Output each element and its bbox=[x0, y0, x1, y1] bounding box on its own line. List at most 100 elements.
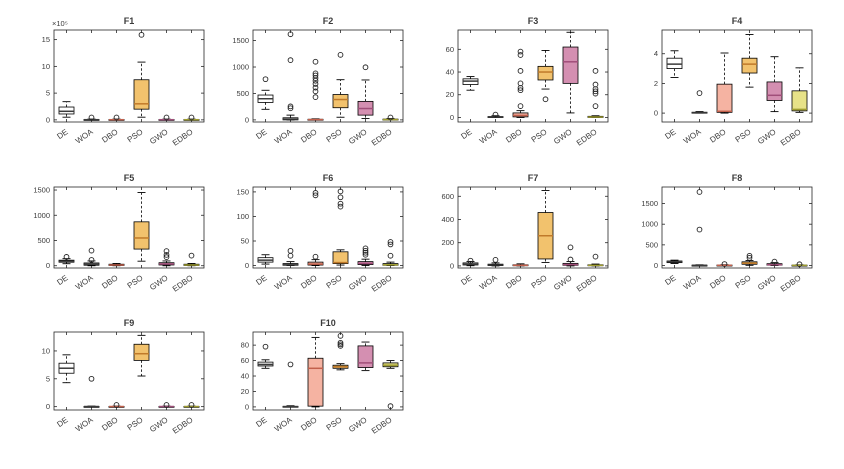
outlier-marker bbox=[262, 76, 269, 83]
x-tick-label: WOA bbox=[273, 273, 294, 292]
y-tick-label: 150 bbox=[236, 187, 249, 196]
axes-box bbox=[53, 29, 205, 123]
y-exponent-label: ×10⁵ bbox=[52, 19, 68, 28]
outlier-marker bbox=[312, 70, 319, 77]
outlier-marker bbox=[387, 252, 394, 259]
y-tick-label: 4 bbox=[654, 49, 658, 58]
y-tick-label: 2 bbox=[654, 79, 658, 88]
outlier-marker bbox=[287, 361, 294, 368]
outlier-marker bbox=[88, 114, 95, 121]
y-tick-label: 40 bbox=[446, 68, 454, 77]
outlier-marker bbox=[113, 402, 120, 408]
outlier-marker bbox=[517, 48, 524, 55]
outlier-marker bbox=[387, 241, 394, 248]
subplot-F4: 0 2 4 F4 DE WOA DBO PSO GWO EDBO bbox=[654, 16, 813, 148]
outlier-marker bbox=[696, 189, 703, 195]
x-tick-label: EDBO bbox=[370, 415, 394, 435]
iqr-box bbox=[562, 46, 579, 84]
y-tick-label: 20 bbox=[241, 387, 249, 396]
y-tick-label: 80 bbox=[241, 341, 249, 350]
x-tick-label: DE bbox=[459, 127, 473, 141]
chart-title: F6 bbox=[323, 173, 334, 183]
box-group-DE: DE bbox=[254, 332, 274, 429]
x-tick-label: DE bbox=[55, 273, 69, 287]
subplot-F2: 0 500 1000 1500 F2 DE WOA DBO PSO GWO EDBO bbox=[232, 16, 404, 148]
outlier-marker bbox=[746, 252, 753, 259]
y-tick-label: 5 bbox=[46, 89, 50, 98]
x-tick-label: PSO bbox=[126, 415, 145, 432]
iqr-box bbox=[133, 221, 150, 250]
chart-title: F4 bbox=[732, 16, 743, 26]
x-tick-label: PSO bbox=[325, 415, 344, 432]
x-tick-label: WOA bbox=[74, 127, 95, 146]
outlier-marker bbox=[517, 103, 524, 109]
x-tick-label: GWO bbox=[347, 415, 369, 434]
y-tick-label: 500 bbox=[645, 240, 658, 249]
axes-box bbox=[53, 331, 205, 411]
outlier-marker bbox=[517, 80, 524, 87]
outlier-marker bbox=[362, 245, 369, 252]
chart-title: F5 bbox=[124, 173, 135, 183]
y-tick-label: 60 bbox=[446, 45, 454, 54]
axes-box bbox=[661, 29, 813, 123]
outlier-marker bbox=[63, 254, 70, 260]
outlier-marker bbox=[188, 252, 195, 259]
x-tick-label: DBO bbox=[299, 415, 318, 432]
outlier-marker bbox=[592, 253, 599, 260]
outlier-marker bbox=[592, 81, 599, 88]
outlier-marker bbox=[567, 256, 574, 263]
y-tick-label: 60 bbox=[241, 356, 249, 365]
outlier-marker bbox=[337, 188, 344, 195]
x-tick-label: GWO bbox=[347, 273, 369, 292]
y-tick-label: 200 bbox=[441, 238, 454, 247]
x-tick-label: GWO bbox=[552, 127, 574, 146]
y-tick-label: 0 bbox=[245, 402, 249, 411]
outlier-marker bbox=[337, 200, 344, 207]
outlier-marker bbox=[88, 247, 95, 254]
outlier-marker bbox=[312, 253, 319, 260]
outlier-marker bbox=[387, 114, 394, 121]
subplot-F8: 0 500 1000 1500 F8 DE WOA DBO PSO GWO EDBO bbox=[641, 173, 813, 294]
x-tick-label: EDBO bbox=[171, 127, 195, 147]
outlier-marker bbox=[312, 88, 319, 95]
iqr-box bbox=[133, 343, 150, 361]
outlier-marker bbox=[163, 114, 170, 121]
outlier-marker bbox=[188, 402, 195, 408]
y-tick-label: 1000 bbox=[232, 63, 249, 72]
x-tick-label: DBO bbox=[299, 127, 318, 144]
outlier-marker bbox=[517, 68, 524, 74]
iqr-box bbox=[716, 83, 733, 113]
subplot-F7: 0 200 400 600 F7 DE WOA DBO PSO GWO EDBO bbox=[441, 173, 609, 294]
chart-title: F10 bbox=[320, 318, 336, 328]
y-tick-label: 1000 bbox=[33, 211, 50, 220]
x-tick-label: DE bbox=[254, 415, 268, 429]
outlier-marker bbox=[188, 114, 195, 121]
axes-box bbox=[457, 186, 609, 269]
outlier-marker bbox=[262, 343, 269, 350]
outlier-marker bbox=[387, 239, 394, 245]
outlier-marker bbox=[163, 252, 170, 258]
outlier-marker bbox=[287, 103, 294, 110]
x-tick-label: DBO bbox=[100, 127, 119, 144]
x-tick-label: DBO bbox=[504, 127, 523, 144]
outlier-marker bbox=[337, 339, 344, 346]
iqr-box bbox=[357, 345, 374, 368]
y-tick-label: 1000 bbox=[641, 220, 658, 229]
iqr-box bbox=[133, 79, 150, 110]
outlier-marker bbox=[362, 247, 369, 254]
outlier-marker bbox=[88, 375, 95, 382]
outlier-marker bbox=[337, 203, 344, 210]
y-tick-label: 500 bbox=[37, 236, 50, 245]
outlier-marker bbox=[163, 402, 170, 408]
outlier-marker bbox=[771, 258, 778, 265]
outlier-marker bbox=[312, 192, 319, 199]
x-tick-label: WOA bbox=[478, 127, 499, 146]
x-tick-label: EDBO bbox=[779, 273, 803, 293]
x-tick-label: DE bbox=[254, 273, 268, 287]
x-tick-label: PSO bbox=[530, 127, 549, 144]
x-tick-label: WOA bbox=[74, 273, 95, 292]
outlier-marker bbox=[542, 96, 549, 103]
x-tick-label: DBO bbox=[504, 273, 523, 290]
y-tick-label: 40 bbox=[241, 372, 249, 381]
